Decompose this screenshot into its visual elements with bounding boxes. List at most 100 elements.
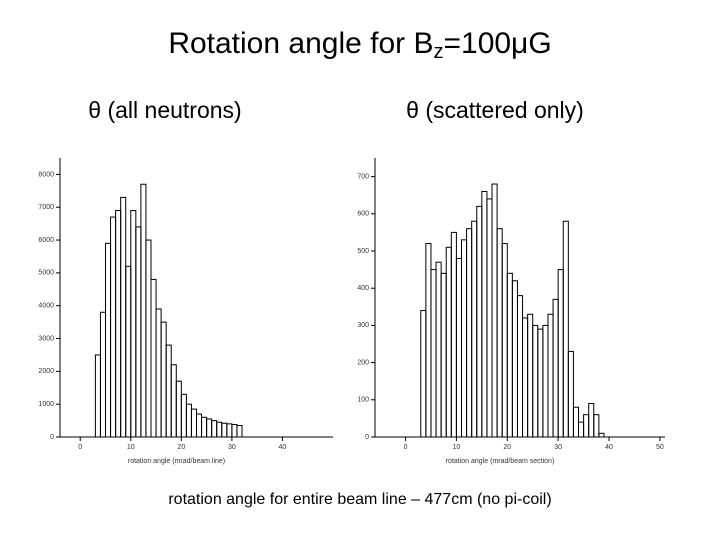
bar [552,298,559,438]
title-main: Rotation angle for B [168,27,433,60]
y-tick-label: 700 [357,173,369,180]
bar [445,246,452,438]
bar [598,432,605,438]
caption: rotation angle for entire beam line – 47… [168,491,551,508]
y-tick-label: 0 [365,434,369,441]
chart-title: θ (all neutrons) [88,97,241,123]
bar [578,421,585,438]
bar [211,420,218,438]
bar [206,418,213,438]
bar [522,317,529,438]
bar [460,239,468,438]
bar [588,403,595,438]
x-tick-label: 40 [605,444,613,451]
bar [501,243,508,438]
bar [180,393,187,438]
bar [466,228,473,438]
bar [532,324,539,438]
bar [135,226,142,438]
bar [567,350,574,438]
bar [506,272,513,438]
y-tick-label: 400 [357,285,369,292]
title-subscript: z [433,41,443,63]
y-tick-label: 4000 [38,303,54,310]
y-tick-label: 300 [357,322,369,329]
y-tick-label: 8000 [38,171,54,178]
bar [231,424,238,438]
bar [130,210,137,438]
bar [476,205,483,438]
y-tick-label: 100 [357,397,369,404]
bar [226,423,233,438]
bar [155,308,162,438]
bar [236,425,243,438]
x-tick-label: 30 [228,444,236,451]
y-tick-label: 600 [357,211,369,218]
title-rest: =100μG [443,27,551,60]
x-tick-label: 20 [177,444,185,451]
bar [94,354,101,438]
bar [527,313,534,438]
y-tick-label: 7000 [38,204,54,211]
bar [583,414,590,438]
bar [425,243,432,438]
y-tick-label: 0 [50,434,54,441]
bar [516,295,524,438]
bar [562,220,569,438]
bar [455,257,462,438]
y-tick-label: 5000 [38,270,54,277]
bar [175,380,182,438]
bar [145,239,152,438]
bar [491,183,498,438]
bar [430,269,437,438]
bar [557,269,564,438]
y-tick-label: 6000 [38,237,54,244]
x-tick-label: 20 [503,444,511,451]
bar [593,414,600,438]
bar [105,242,112,438]
x-tick-label: 0 [404,444,408,451]
bar [170,364,177,438]
chart-title: θ (scattered only) [406,97,584,123]
bar [511,280,518,438]
x-axis-label: rotation angle (mrad/beam line) [128,458,225,465]
bar [481,190,488,438]
x-tick-label: 40 [279,444,287,451]
bar [440,272,447,438]
x-axis-label: rotation angle (mrad/beam section) [446,458,555,465]
bar [110,216,117,438]
bar [99,311,106,438]
bar [471,220,478,438]
bar [450,231,457,438]
slide-title: Rotation angle for Bz=100μG [168,27,551,63]
x-tick-label: 30 [554,444,562,451]
bar [486,198,493,438]
x-tick-label: 50 [656,444,664,451]
x-tick-label: 10 [127,444,135,451]
x-tick-label: 10 [453,444,461,451]
bar [542,324,549,438]
bar [196,413,203,438]
bar [185,403,192,438]
bar [190,408,197,438]
x-tick-label: 0 [78,444,82,451]
bar [165,344,172,438]
bar [160,321,167,438]
bar [547,313,554,438]
bar [150,278,157,438]
bar [120,196,127,438]
bar [496,228,503,438]
bar [201,416,208,438]
bar [572,406,580,438]
bar [115,210,122,438]
bar [221,422,228,438]
bar [216,421,223,438]
y-tick-label: 1000 [38,401,54,408]
bar [435,261,442,438]
y-tick-label: 2000 [38,368,54,375]
bar [537,328,544,438]
bar [140,183,147,438]
bar [420,310,427,438]
